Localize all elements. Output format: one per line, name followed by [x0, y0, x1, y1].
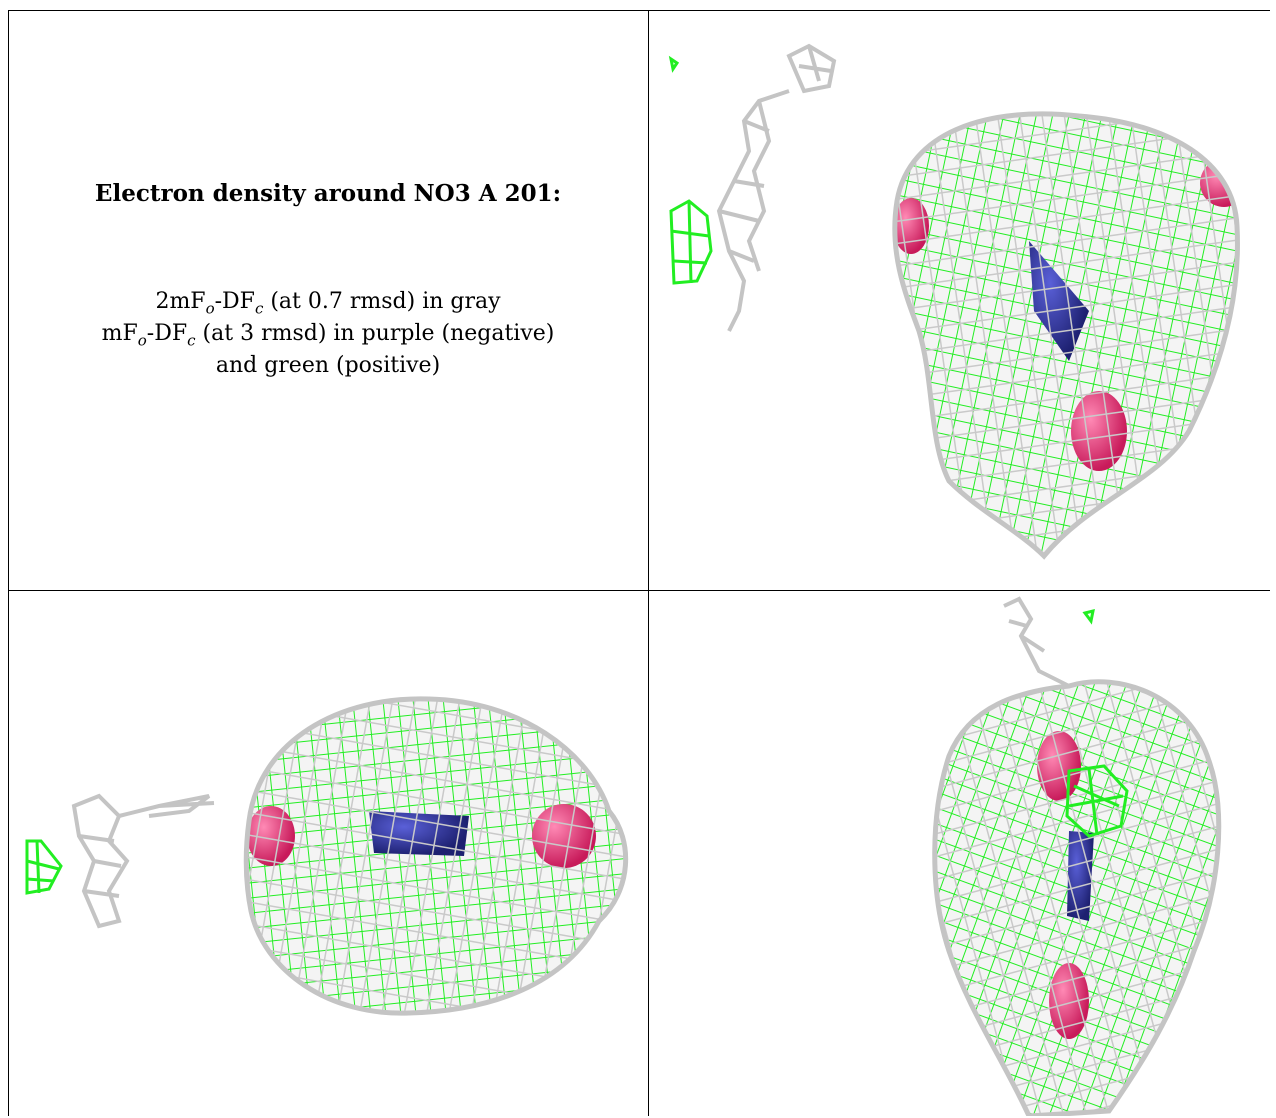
green-mesh-fragment	[668, 55, 713, 285]
density-render-1	[668, 43, 1240, 560]
density-render-2	[25, 696, 629, 1016]
caption-line-3: and green (positive)	[215, 353, 441, 378]
gray-mesh-fragment	[71, 793, 215, 929]
green-mesh-fragment	[1082, 608, 1095, 625]
caption-line-1: 2mFo-DFc (at 0.7 rmsd) in gray	[8, 288, 648, 316]
density-view-bottom-right	[649, 591, 1270, 1116]
caption-cell: Electron density around NO3 A 201: 2mFo-…	[8, 10, 648, 590]
density-blob	[243, 696, 629, 1016]
density-blob	[892, 111, 1240, 560]
caption-title: Electron density around NO3 A 201:	[94, 180, 562, 207]
caption-text: -DF	[146, 321, 188, 346]
density-view-top-right	[649, 11, 1270, 590]
grid-middle-divider	[8, 590, 1270, 591]
caption-text: (at 0.7 rmsd) in gray	[263, 289, 501, 314]
grid-center-divider	[648, 10, 649, 1116]
caption-text: (at 3 rmsd) in purple (negative)	[195, 321, 555, 346]
caption-text: -DF	[214, 289, 255, 314]
grid-top-border	[8, 10, 1270, 11]
green-mesh-positive-peak	[1065, 764, 1129, 838]
green-mesh-fragment	[25, 839, 63, 895]
density-render-3	[932, 596, 1222, 1116]
gray-mesh-fragment	[1003, 596, 1070, 688]
caption-subscript: o	[137, 331, 147, 350]
caption-subscript: o	[205, 299, 215, 318]
grid-left-border	[8, 10, 9, 1116]
caption-subscript: c	[187, 331, 196, 350]
caption-text: mF	[101, 321, 138, 346]
density-view-bottom-left	[9, 591, 648, 1116]
caption-text: 2mF	[155, 289, 206, 314]
caption-subscript: c	[254, 299, 264, 318]
figure-grid: Electron density around NO3 A 201: 2mFo-…	[8, 10, 1270, 1116]
density-blob	[932, 679, 1222, 1116]
caption-line-2: mFo-DFc (at 3 rmsd) in purple (negative)	[8, 320, 648, 348]
gray-mesh-fragment	[716, 43, 837, 332]
